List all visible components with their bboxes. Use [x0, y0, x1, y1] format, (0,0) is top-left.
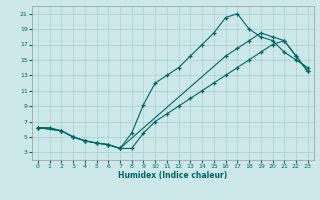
X-axis label: Humidex (Indice chaleur): Humidex (Indice chaleur) [118, 171, 228, 180]
